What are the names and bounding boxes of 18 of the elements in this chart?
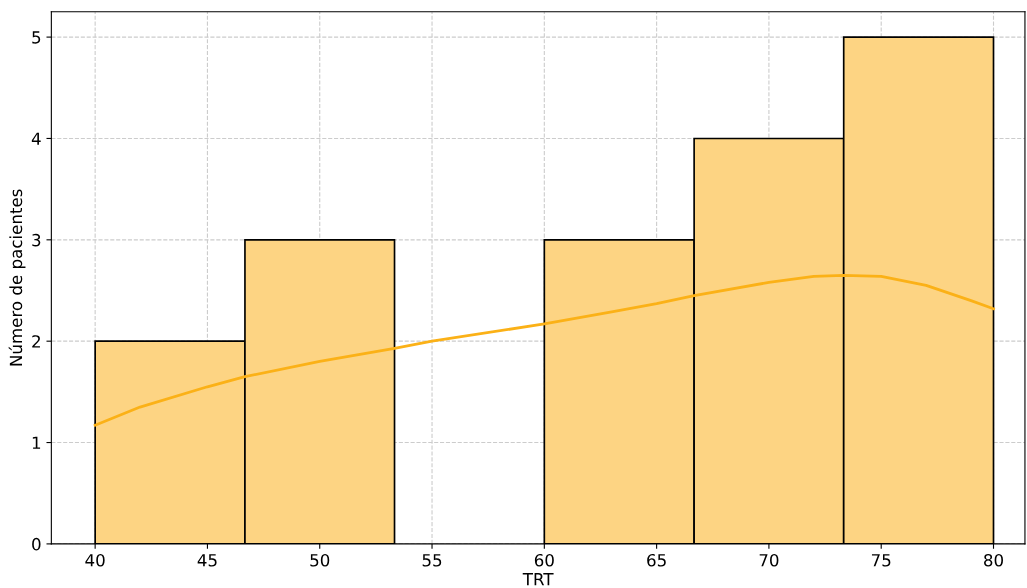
y-axis-title: Número de pacientes xyxy=(8,189,26,366)
y-tick-label: 2 xyxy=(32,335,40,348)
x-tick-label: 45 xyxy=(197,554,217,567)
x-tick-label: 80 xyxy=(984,553,1003,567)
x-tick-label: 60 xyxy=(534,553,554,567)
x-tick-label: 65 xyxy=(647,553,666,567)
x-tick-label: 55 xyxy=(422,554,442,567)
x-tick-label: 75 xyxy=(871,554,891,567)
x-tick-label: 50 xyxy=(310,553,330,567)
y-tick-label: 0 xyxy=(32,537,41,551)
x-tick-label: 70 xyxy=(759,553,779,567)
x-tick-label: 40 xyxy=(85,553,105,567)
x-axis-title: TRT xyxy=(522,573,554,586)
y-tick-label: 5 xyxy=(32,31,41,44)
y-tick-label: 1 xyxy=(32,436,41,449)
line-series xyxy=(93,273,995,427)
y-tick-label: 4 xyxy=(31,132,41,145)
y-tick-label: 3 xyxy=(32,233,41,247)
